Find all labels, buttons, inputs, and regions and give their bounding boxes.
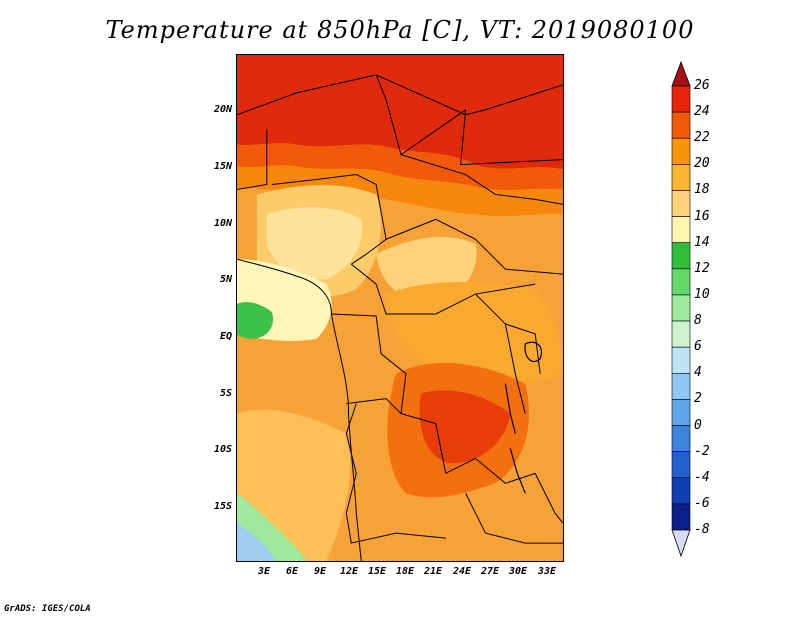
colorbar-segment (671, 137, 691, 165)
temperature-field-26 (237, 55, 563, 170)
lat-tick-15s: 15S (213, 501, 232, 512)
lon-tick-24e: 24E (452, 566, 472, 577)
lon-tick-18e: 18E (395, 566, 415, 577)
colorbar-label: 4 (694, 365, 702, 381)
colorbar-segment (671, 268, 691, 296)
colorbar-label: -4 (694, 469, 710, 485)
lat-tick-20n: 20N (213, 104, 232, 115)
temperature-field-12 (237, 302, 274, 339)
colorbar-segment (671, 190, 691, 217)
colorbar-over-triangle (671, 60, 691, 87)
lon-tick-30e: 30E (508, 566, 528, 577)
colorbar-label: 14 (694, 234, 710, 250)
colorbar-label: 10 (694, 286, 710, 302)
grads-credit: GrADS: IGES/COLA (4, 604, 91, 614)
plot-title: Temperature at 850hPa [C], VT: 201908010… (105, 16, 695, 44)
lon-tick-33e: 33E (537, 566, 557, 577)
temperature-field-22 (237, 165, 563, 217)
lat-tick-15n: 15N (213, 161, 232, 172)
colorbar-segment (671, 111, 691, 139)
colorbar-under-triangle (671, 529, 691, 558)
colorbar-label: 2 (694, 391, 702, 407)
lat-tick-5n: 5N (219, 274, 232, 285)
colorbar-label: 12 (694, 260, 710, 276)
colorbar-label: -8 (694, 522, 710, 537)
colorbar-label: 8 (694, 313, 702, 329)
lon-tick-6e: 6E (285, 566, 299, 577)
colorbar-segment (671, 451, 691, 479)
temperature-field-16 (266, 207, 363, 280)
temperature-map (236, 54, 564, 562)
temperature-field-24 (237, 143, 563, 191)
colorbar-segment (671, 346, 691, 374)
colorbar-label: 22 (694, 130, 710, 146)
colorbar-segment (671, 399, 691, 426)
lon-tick-3e: 3E (257, 566, 271, 577)
colorbar-label: 24 (694, 104, 710, 120)
colorbar-segment (671, 477, 691, 505)
colorbar-label: 16 (694, 208, 710, 224)
lat-tick-5s: 5S (219, 388, 232, 399)
colorbar-segment (671, 216, 691, 244)
colorbar-label: -2 (694, 443, 710, 459)
colorbar-segment (671, 85, 691, 113)
lat-tick-10s: 10S (213, 444, 232, 455)
colorbar-segment (671, 425, 691, 452)
colorbar-label: 18 (694, 182, 710, 198)
colorbar-segment (671, 320, 691, 348)
lon-tick-21e: 21E (423, 566, 443, 577)
temperature-field-6 (237, 523, 277, 561)
colorbar-label: 20 (694, 156, 710, 172)
colorbar (671, 60, 691, 558)
lat-tick-10n: 10N (213, 218, 232, 229)
colorbar-segment (671, 372, 691, 400)
coastline (237, 258, 362, 561)
lakes (504, 341, 542, 494)
colorbar-label: 26 (694, 78, 710, 93)
colorbar-segment (671, 164, 691, 191)
colorbar-label: 6 (694, 339, 702, 355)
lon-tick-12e: 12E (339, 566, 359, 577)
colorbar-segment (671, 242, 691, 270)
lon-tick-15e: 15E (367, 566, 387, 577)
colorbar-segment (671, 503, 691, 531)
temperature-field-24b (419, 390, 511, 464)
colorbar-segment (671, 294, 691, 322)
lon-tick-9e: 9E (313, 566, 327, 577)
country-borders (237, 74, 563, 544)
lon-tick-27e: 27E (480, 566, 500, 577)
colorbar-label: 0 (694, 417, 702, 433)
colorbar-label: -6 (694, 495, 710, 511)
lat-tick-eq: EQ (219, 331, 232, 342)
temperature-field-20 (386, 282, 563, 382)
